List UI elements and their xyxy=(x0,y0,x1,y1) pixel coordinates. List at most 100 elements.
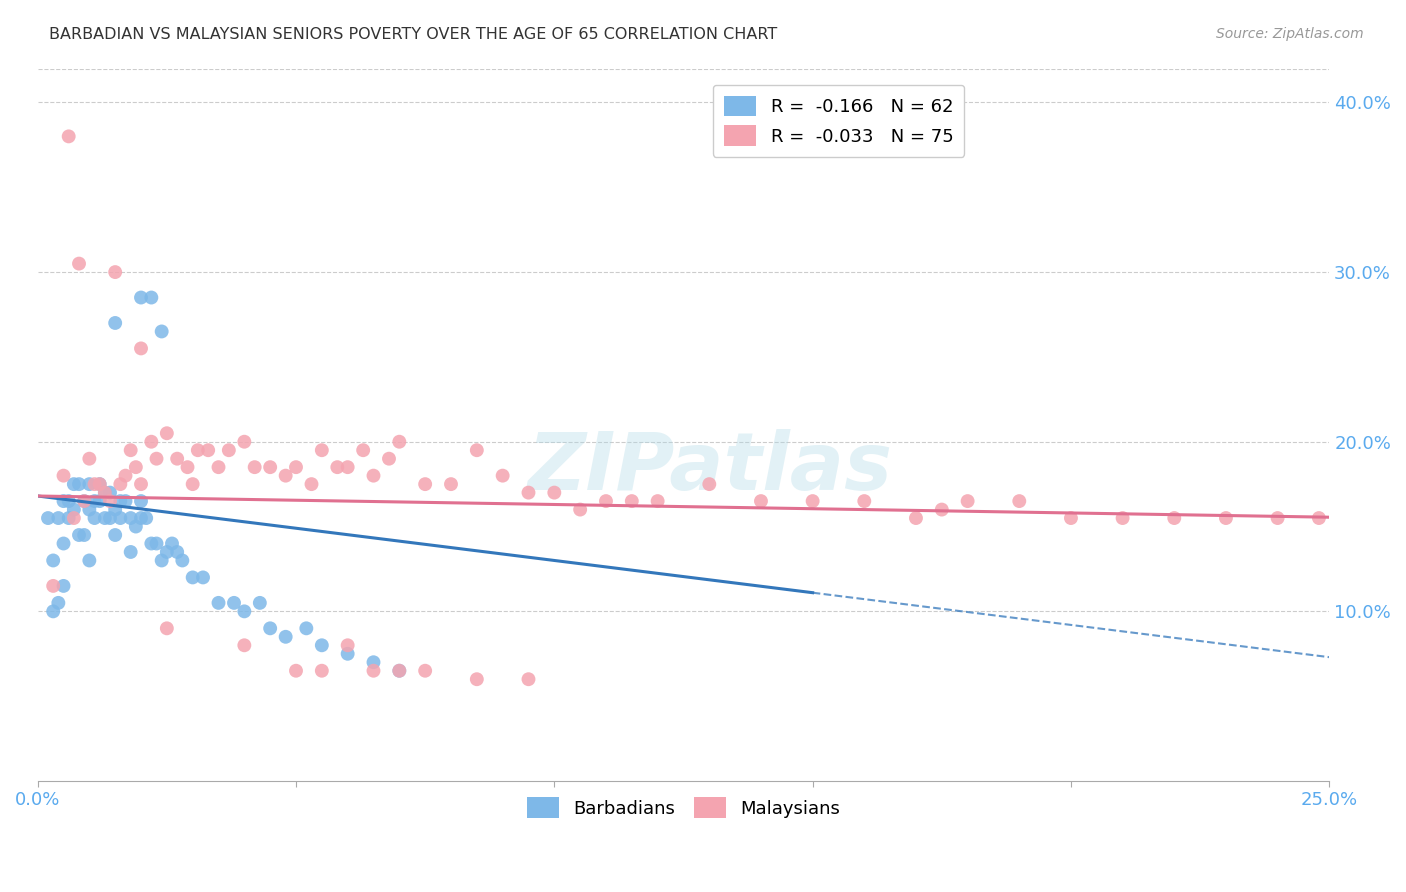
Point xyxy=(311,443,333,458)
Point xyxy=(492,468,515,483)
Point xyxy=(98,485,121,500)
Point xyxy=(413,477,436,491)
Point xyxy=(222,596,245,610)
Point xyxy=(207,460,229,475)
Point xyxy=(98,511,121,525)
Point xyxy=(52,579,75,593)
Point xyxy=(73,494,96,508)
Point xyxy=(150,325,173,339)
Point xyxy=(285,664,308,678)
Point xyxy=(336,638,359,652)
Point xyxy=(79,451,101,466)
Point xyxy=(569,502,592,516)
Point xyxy=(1008,494,1031,508)
Point xyxy=(145,451,167,466)
Point xyxy=(336,647,359,661)
Text: BARBADIAN VS MALAYSIAN SENIORS POVERTY OVER THE AGE OF 65 CORRELATION CHART: BARBADIAN VS MALAYSIAN SENIORS POVERTY O… xyxy=(49,27,778,42)
Point xyxy=(79,477,101,491)
Point xyxy=(129,477,152,491)
Point xyxy=(58,494,80,508)
Point xyxy=(67,477,90,491)
Point xyxy=(1111,511,1133,525)
Point xyxy=(79,553,101,567)
Point xyxy=(517,485,540,500)
Point xyxy=(52,536,75,550)
Point xyxy=(63,502,86,516)
Point xyxy=(94,485,117,500)
Point xyxy=(363,664,385,678)
Point xyxy=(141,536,163,550)
Point xyxy=(243,460,266,475)
Point xyxy=(801,494,824,508)
Point xyxy=(110,477,132,491)
Point xyxy=(1215,511,1237,525)
Point xyxy=(259,460,281,475)
Point xyxy=(129,494,152,508)
Point xyxy=(52,494,75,508)
Point xyxy=(104,316,127,330)
Point xyxy=(156,426,179,441)
Point xyxy=(181,570,204,584)
Point xyxy=(853,494,876,508)
Point xyxy=(197,443,219,458)
Legend: Barbadians, Malaysians: Barbadians, Malaysians xyxy=(519,790,848,825)
Point xyxy=(595,494,617,508)
Point xyxy=(160,536,183,550)
Point xyxy=(363,655,385,669)
Point xyxy=(141,291,163,305)
Point xyxy=(207,596,229,610)
Point xyxy=(104,528,127,542)
Point xyxy=(388,664,411,678)
Point xyxy=(301,477,323,491)
Point xyxy=(363,468,385,483)
Point xyxy=(150,553,173,567)
Point xyxy=(98,494,121,508)
Point xyxy=(58,511,80,525)
Point xyxy=(114,494,136,508)
Point xyxy=(129,291,152,305)
Point xyxy=(67,528,90,542)
Point xyxy=(129,342,152,356)
Point xyxy=(517,672,540,686)
Point xyxy=(749,494,772,508)
Point xyxy=(931,502,953,516)
Point xyxy=(63,477,86,491)
Point xyxy=(73,528,96,542)
Point xyxy=(1163,511,1185,525)
Point xyxy=(94,511,117,525)
Point xyxy=(83,477,105,491)
Point xyxy=(110,494,132,508)
Point xyxy=(156,621,179,635)
Point xyxy=(956,494,979,508)
Point xyxy=(1060,511,1083,525)
Point xyxy=(104,265,127,279)
Point xyxy=(63,511,86,525)
Point xyxy=(125,460,148,475)
Point xyxy=(73,494,96,508)
Point xyxy=(336,460,359,475)
Point xyxy=(233,638,256,652)
Point xyxy=(89,477,111,491)
Point xyxy=(42,553,65,567)
Point xyxy=(166,451,188,466)
Point xyxy=(388,664,411,678)
Point xyxy=(120,511,142,525)
Point xyxy=(37,511,59,525)
Point xyxy=(52,468,75,483)
Point xyxy=(120,545,142,559)
Point xyxy=(620,494,643,508)
Point xyxy=(465,672,488,686)
Point xyxy=(191,570,214,584)
Text: ZIPatlas: ZIPatlas xyxy=(527,428,891,507)
Point xyxy=(388,434,411,449)
Point xyxy=(110,511,132,525)
Point xyxy=(104,502,127,516)
Point xyxy=(274,468,297,483)
Point xyxy=(413,664,436,678)
Point xyxy=(543,485,565,500)
Point xyxy=(120,443,142,458)
Point xyxy=(135,511,157,525)
Point xyxy=(145,536,167,550)
Point xyxy=(172,553,194,567)
Point xyxy=(83,494,105,508)
